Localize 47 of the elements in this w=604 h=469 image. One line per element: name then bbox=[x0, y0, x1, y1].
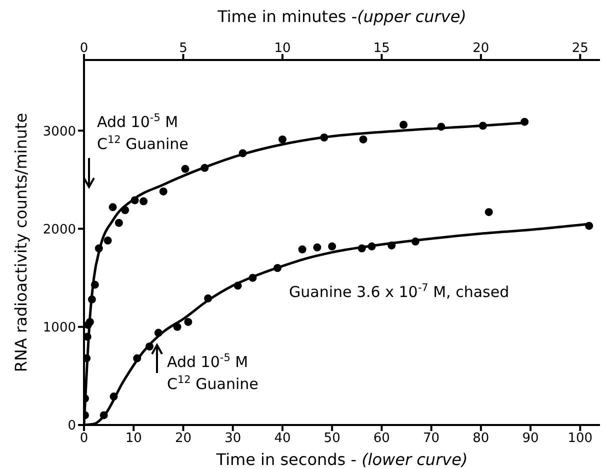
point bbox=[298, 245, 306, 254]
point bbox=[358, 244, 366, 252]
x-tick-label: 40 bbox=[274, 431, 291, 446]
point bbox=[234, 282, 242, 290]
y-tick-label: 3000 bbox=[42, 124, 76, 140]
point bbox=[368, 242, 376, 250]
x2-tick-label: 15 bbox=[373, 41, 390, 56]
point bbox=[484, 208, 493, 216]
point bbox=[100, 411, 108, 420]
point bbox=[274, 264, 282, 272]
x-tick-label: 90 bbox=[522, 431, 539, 446]
x2-tick-label: 25 bbox=[572, 41, 588, 56]
x2-tick-label: 5 bbox=[179, 41, 188, 56]
point bbox=[248, 274, 257, 282]
point bbox=[173, 322, 182, 331]
x-axis-title: Time in seconds - (lower curve) bbox=[215, 450, 468, 469]
x-tick-label: 80 bbox=[472, 431, 490, 446]
point bbox=[204, 294, 212, 302]
y-tick-label: 2000 bbox=[42, 222, 76, 238]
y-tick-label: 0 bbox=[68, 418, 76, 434]
x2-tick-label: 10 bbox=[274, 41, 291, 56]
point bbox=[133, 354, 142, 362]
x-tick-label: 100 bbox=[568, 431, 593, 446]
point bbox=[313, 243, 322, 252]
point bbox=[145, 342, 154, 351]
x-tick-label: 30 bbox=[224, 431, 242, 446]
text: Add 10$^{-5}$ M C$^{12}$ Guanine bbox=[167, 352, 258, 393]
point bbox=[411, 238, 420, 246]
point bbox=[184, 318, 192, 326]
point bbox=[388, 241, 396, 250]
x-tick-label: 0 bbox=[80, 431, 88, 446]
x-tick-label: 10 bbox=[125, 431, 142, 446]
point bbox=[585, 222, 594, 230]
y-tick-label: 1000 bbox=[42, 320, 76, 336]
point bbox=[328, 242, 336, 250]
x2-axis-title: Time in minutes -(upper curve) bbox=[216, 7, 466, 26]
y-axis-title: RNA radioactivity counts/minute bbox=[11, 112, 30, 372]
x2-tick-label: 20 bbox=[472, 41, 490, 56]
x-tick-label: 20 bbox=[174, 431, 192, 446]
x-tick-label: 70 bbox=[423, 431, 440, 446]
point bbox=[154, 328, 162, 337]
x-tick-label: 60 bbox=[373, 431, 390, 446]
point bbox=[110, 392, 118, 401]
text: Add 10$^{-5}$ M C$^{12}$ Guanine bbox=[97, 112, 188, 153]
x-tick-label: 50 bbox=[324, 431, 340, 446]
annotation: Guanine 3.6 x 10$^{-7}$ M, chased bbox=[289, 282, 510, 301]
x2-tick-label: 0 bbox=[80, 41, 88, 56]
